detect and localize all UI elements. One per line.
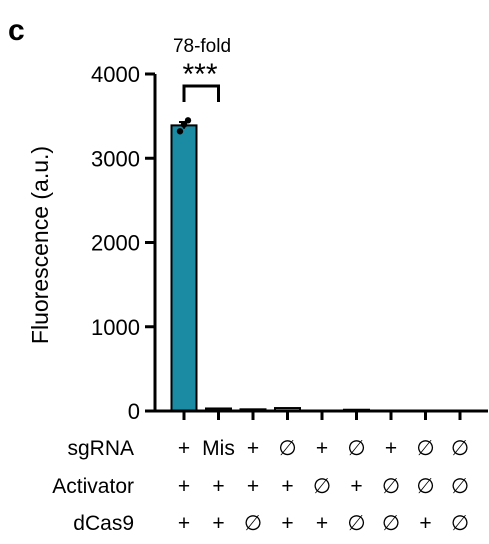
condition-cell: ∅ xyxy=(416,437,434,460)
x-axis xyxy=(155,409,488,420)
condition-cell: + xyxy=(419,512,431,535)
condition-cell: + xyxy=(178,437,190,460)
condition-cell: + xyxy=(281,512,293,535)
condition-table: sgRNA + Mis + ∅ + ∅ + ∅ ∅ Activator + + + + ∅ + ∅ ∅ ∅ dCas9 +… xyxy=(52,437,469,535)
condition-row-label: sgRNA xyxy=(67,437,134,460)
replicate-point xyxy=(180,121,188,128)
significance-bracket xyxy=(182,84,220,102)
condition-cell: ∅ xyxy=(451,437,469,460)
fold-change-label: 78-fold xyxy=(173,36,231,57)
y-tick-label: 1000 xyxy=(91,315,140,340)
condition-row-label: Activator xyxy=(52,475,134,498)
y-axis-label: Fluorescence (a.u.) xyxy=(27,146,53,344)
condition-cell: + xyxy=(281,475,293,498)
condition-cell: ∅ xyxy=(347,437,365,460)
condition-cell: ∅ xyxy=(347,512,365,535)
y-tick-label: 4000 xyxy=(91,62,140,87)
condition-cell: + xyxy=(247,475,259,498)
condition-cell: + xyxy=(385,437,397,460)
condition-cell: ∅ xyxy=(382,475,400,498)
condition-cell: + xyxy=(178,475,190,498)
bars xyxy=(170,117,474,413)
y-tick-label: 0 xyxy=(128,399,140,424)
condition-cell: ∅ xyxy=(416,475,434,498)
panel-letter: c xyxy=(8,14,25,47)
condition-cell: + xyxy=(316,437,328,460)
condition-cell: ∅ xyxy=(451,512,469,535)
condition-cell: + xyxy=(212,475,224,498)
condition-cell: + xyxy=(316,512,328,535)
condition-cell: ∅ xyxy=(451,475,469,498)
y-axis: 0 1000 2000 3000 4000 xyxy=(91,62,157,424)
condition-cell: Mis xyxy=(202,437,235,460)
replicate-point xyxy=(184,117,192,124)
condition-cell: ∅ xyxy=(244,512,262,535)
condition-cell: + xyxy=(247,437,259,460)
condition-cell: ∅ xyxy=(278,437,296,460)
condition-cell: + xyxy=(350,475,362,498)
bar-1 xyxy=(170,124,198,413)
y-tick-label: 3000 xyxy=(91,146,140,171)
condition-row-label: dCas9 xyxy=(73,512,134,535)
y-tick-label: 2000 xyxy=(91,231,140,256)
condition-cell: ∅ xyxy=(313,475,331,498)
condition-cell: + xyxy=(212,512,224,535)
replicate-point xyxy=(176,128,184,135)
condition-cell: ∅ xyxy=(382,512,400,535)
condition-cell: + xyxy=(178,512,190,535)
